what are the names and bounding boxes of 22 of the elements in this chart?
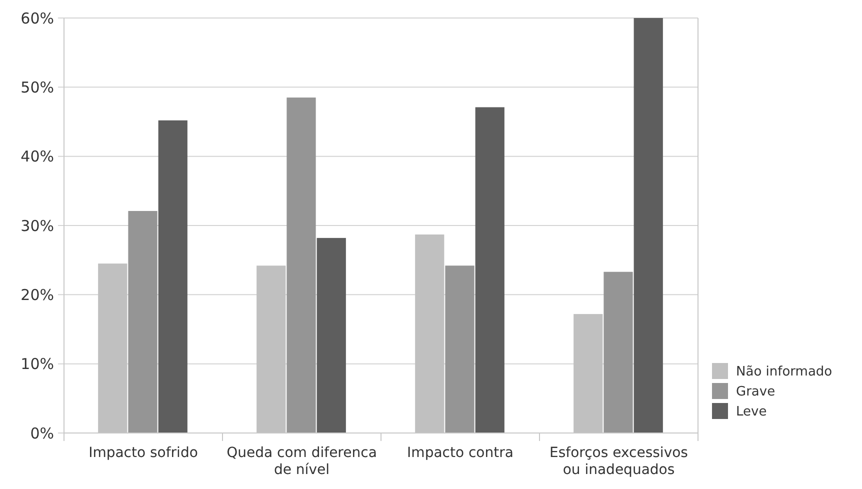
y-tick-label: 0% <box>30 424 54 442</box>
y-tick-label: 10% <box>20 355 54 374</box>
bar <box>604 272 633 433</box>
bar <box>316 238 346 433</box>
y-tick-label: 30% <box>20 216 54 235</box>
x-tick-label: Queda com diferenca de nível <box>226 445 377 478</box>
y-tick-label: 60% <box>20 9 54 28</box>
bar <box>445 266 474 433</box>
bar <box>158 120 188 433</box>
x-tick-label: Esforços excessivos ou inadequados <box>550 445 688 478</box>
bar <box>128 210 158 433</box>
bar <box>286 98 316 433</box>
x-tick-label: Impacto contra <box>407 445 514 461</box>
legend-label: Não informado <box>736 364 832 380</box>
y-tick-label: 40% <box>20 148 54 166</box>
bar <box>634 18 663 433</box>
y-tick-label: 20% <box>20 286 54 304</box>
x-tick-label: Impacto sofrido <box>88 445 198 461</box>
legend-label: Leve <box>736 404 767 420</box>
y-tick-label: 50% <box>20 78 54 96</box>
legend-label: Grave <box>736 384 776 400</box>
bar <box>475 107 504 433</box>
